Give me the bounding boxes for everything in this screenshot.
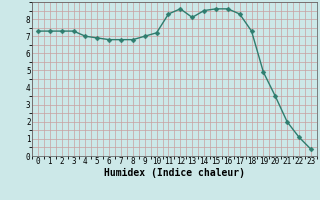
- X-axis label: Humidex (Indice chaleur): Humidex (Indice chaleur): [104, 168, 245, 178]
